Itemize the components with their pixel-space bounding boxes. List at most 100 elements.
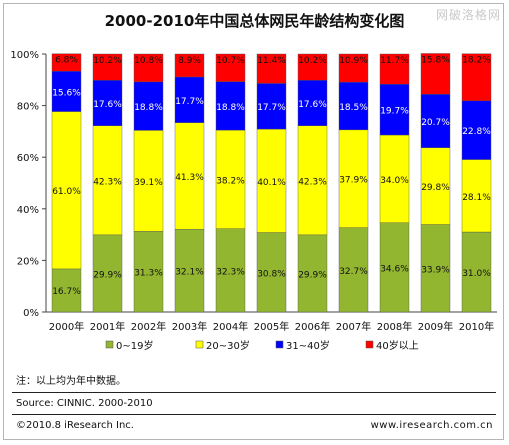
y-tick-label: 100% bbox=[10, 50, 39, 61]
x-tick-label: 2009年 bbox=[418, 320, 453, 333]
y-tick-label: 20% bbox=[17, 256, 39, 267]
divider-top bbox=[12, 392, 496, 393]
bar-segment bbox=[51, 71, 82, 112]
legend-label: 31~40岁 bbox=[286, 339, 330, 352]
data-label: 22.8% bbox=[462, 127, 491, 137]
x-tick-label: 2006年 bbox=[295, 320, 330, 333]
bar-segment bbox=[174, 53, 205, 78]
bar-segment bbox=[379, 134, 410, 223]
data-label: 38.2% bbox=[216, 176, 245, 186]
x-tick-label: 2008年 bbox=[377, 320, 412, 333]
bar-segment bbox=[133, 231, 164, 313]
bar-segment bbox=[420, 94, 451, 148]
stacked-bar-chart: 0% 20% 40% 60% 80% 100% 16.7% 61.0% 15.6% 6.8% 200… bbox=[10, 50, 497, 352]
data-label: 11.7% bbox=[380, 56, 409, 66]
data-label: 34.0% bbox=[380, 176, 409, 186]
bar-segment bbox=[297, 53, 328, 81]
bar-segment bbox=[92, 125, 123, 236]
bar-segment bbox=[133, 81, 164, 131]
y-tick-label: 60% bbox=[17, 153, 39, 164]
data-label: 10.9% bbox=[339, 56, 368, 66]
bar-segment bbox=[461, 159, 492, 233]
legend-label: 40岁以上 bbox=[376, 339, 419, 352]
bar-segment bbox=[215, 228, 246, 313]
bar-segment bbox=[92, 80, 123, 126]
bar-segment bbox=[215, 53, 246, 82]
data-label: 29.9% bbox=[298, 270, 327, 280]
bar-segment bbox=[133, 53, 164, 83]
data-label: 32.1% bbox=[175, 268, 204, 278]
data-label: 29.8% bbox=[421, 183, 450, 193]
footnote: 注：以上均为年中数据。 bbox=[16, 376, 126, 387]
data-label: 10.2% bbox=[298, 56, 327, 66]
legend-label: 0~19岁 bbox=[116, 339, 153, 352]
data-label: 16.7% bbox=[52, 287, 81, 297]
chart-title: 2000-2010年中国总体网民年龄结构变化图 bbox=[104, 12, 405, 30]
x-tick-label: 2001年 bbox=[90, 320, 125, 333]
x-tick-label: 2007年 bbox=[336, 320, 371, 333]
data-label: 33.9% bbox=[421, 265, 450, 275]
legend-label: 20~30岁 bbox=[206, 339, 250, 352]
data-label: 10.7% bbox=[216, 56, 245, 66]
x-tick-label: 2010年 bbox=[459, 320, 494, 333]
bar-segment bbox=[420, 224, 451, 313]
data-label: 41.3% bbox=[175, 173, 204, 183]
bar-segment bbox=[92, 53, 123, 81]
y-tick-label: 40% bbox=[17, 205, 39, 216]
bar-segment bbox=[338, 53, 369, 83]
website-link[interactable]: www.iresearch.com.cn bbox=[370, 420, 493, 431]
bar-segment bbox=[133, 130, 164, 232]
data-label: 20.7% bbox=[421, 118, 450, 128]
bar-segment bbox=[51, 111, 82, 270]
data-label: 10.2% bbox=[93, 56, 122, 66]
data-label: 18.5% bbox=[339, 103, 368, 113]
x-tick-label: 2000年 bbox=[49, 320, 84, 333]
data-label: 39.1% bbox=[134, 178, 163, 188]
data-label: 19.7% bbox=[380, 107, 409, 117]
bar-segment bbox=[461, 53, 492, 101]
data-label: 18.2% bbox=[462, 56, 491, 66]
bar-segment bbox=[51, 53, 82, 72]
bar-segment bbox=[256, 83, 287, 130]
bar-segment bbox=[338, 81, 369, 131]
data-label: 18.8% bbox=[134, 103, 163, 113]
x-tick-label: 2002年 bbox=[131, 320, 166, 333]
x-tick-label: 2003年 bbox=[172, 320, 207, 333]
data-label: 32.7% bbox=[339, 267, 368, 277]
legend-swatch bbox=[195, 340, 204, 349]
data-label: 42.3% bbox=[298, 177, 327, 187]
legend-swatch bbox=[105, 340, 114, 349]
bar-segment bbox=[297, 80, 328, 126]
data-label: 40.1% bbox=[257, 178, 286, 188]
data-label: 31.3% bbox=[134, 269, 163, 279]
data-label: 17.6% bbox=[298, 100, 327, 110]
bar-segment bbox=[256, 128, 287, 233]
bar-segment bbox=[379, 53, 410, 85]
bar-segment bbox=[379, 83, 410, 136]
bar-segment bbox=[338, 129, 369, 228]
data-label: 10.8% bbox=[134, 56, 163, 66]
y-tick-label: 80% bbox=[17, 102, 39, 113]
bar-segment bbox=[215, 129, 246, 229]
data-label: 61.0% bbox=[52, 187, 81, 197]
copyright-text: ©2010.8 iResearch Inc. bbox=[16, 420, 134, 431]
bar-segment bbox=[420, 53, 451, 95]
chart-frame bbox=[3, 3, 504, 440]
data-label: 30.8% bbox=[257, 269, 286, 279]
bar-segment bbox=[338, 227, 369, 313]
bar-segment bbox=[461, 100, 492, 160]
data-label: 42.3% bbox=[93, 177, 122, 187]
bar-segment bbox=[51, 268, 82, 313]
data-label: 17.6% bbox=[93, 100, 122, 110]
bar-segment bbox=[297, 234, 328, 313]
data-label: 34.6% bbox=[380, 264, 409, 274]
data-label: 32.3% bbox=[216, 267, 245, 277]
data-label: 8.9% bbox=[178, 56, 201, 66]
data-label: 17.7% bbox=[257, 103, 286, 113]
data-label: 28.1% bbox=[462, 193, 491, 203]
x-tick-label: 2005年 bbox=[254, 320, 289, 333]
divider-bottom bbox=[12, 414, 496, 415]
bar-segment bbox=[461, 231, 492, 313]
data-label: 11.4% bbox=[257, 56, 286, 66]
data-label: 15.6% bbox=[52, 88, 81, 98]
